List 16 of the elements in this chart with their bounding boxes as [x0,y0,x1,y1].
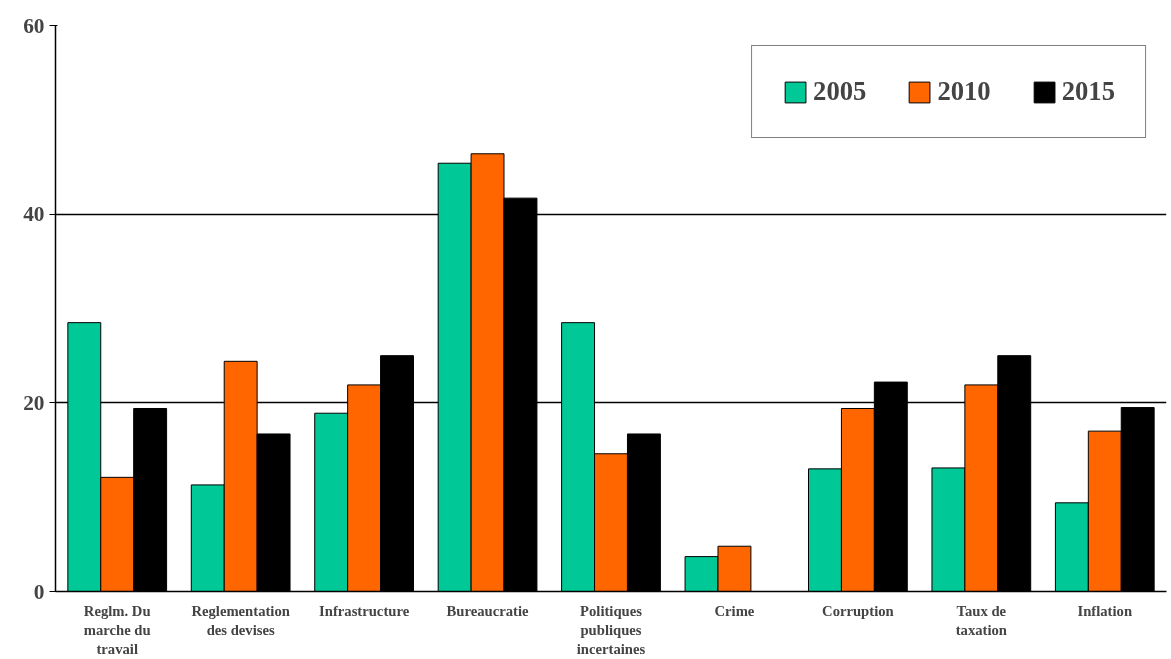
x-tick-label: Bureaucratie [446,602,530,619]
x-tick-label: Inflation [1077,602,1133,619]
y-tick-label: 60 [23,13,45,38]
y-tick-label: 0 [33,579,45,604]
legend-label: 2015 [1061,76,1115,107]
legend-label: 2005 [813,76,867,107]
x-tick-label: Politiques publiques incertaines [576,602,646,657]
legend-label: 2010 [937,76,991,107]
x-tick-label: Taux de taxation [955,602,1007,638]
x-tick-label: Reglm. Du marche du travail [83,602,151,657]
x-tick-label: Reglementation des devises [191,602,290,638]
y-tick-label: 40 [23,202,45,227]
y-tick-label: 20 [23,390,45,415]
x-tick-label: Crime [714,602,755,619]
x-tick-label: Infrastructure [319,602,410,619]
x-tick-label: Corruption [822,602,894,619]
